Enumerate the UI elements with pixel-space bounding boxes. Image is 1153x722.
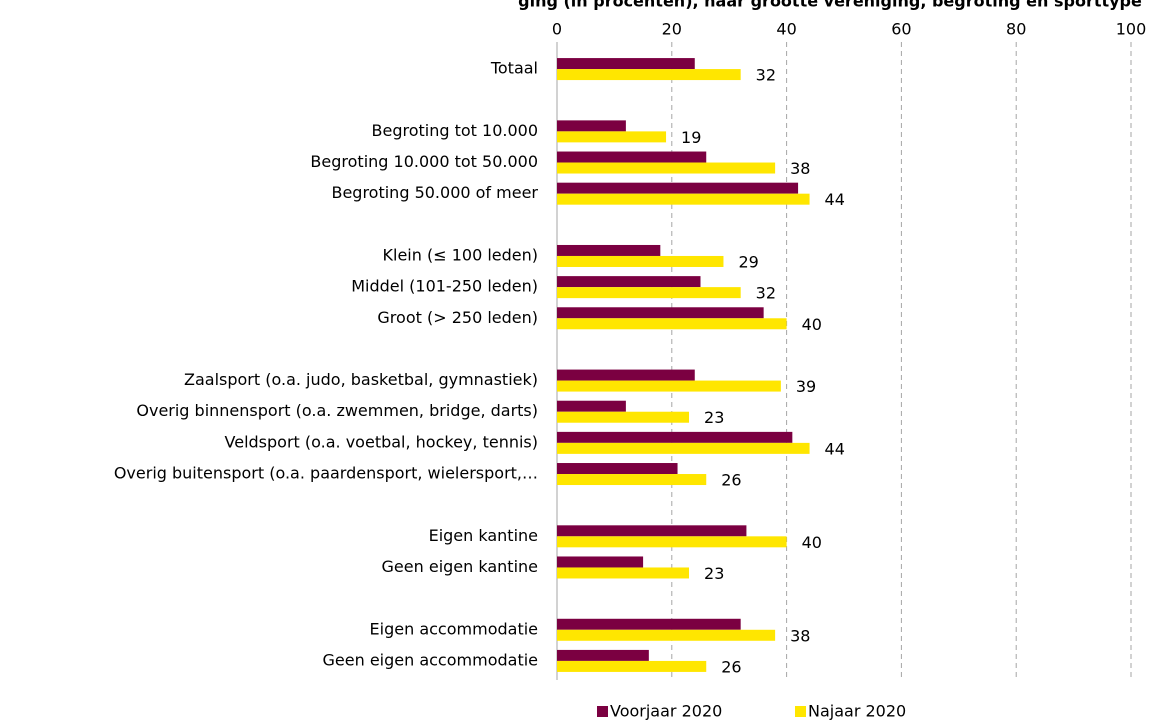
bar — [557, 276, 701, 288]
bar — [557, 649, 649, 661]
value-label: 40 — [802, 315, 822, 334]
y-tick-label: Eigen kantine — [429, 526, 538, 545]
value-label: 32 — [756, 284, 776, 303]
bar — [557, 525, 747, 537]
y-tick-label: Begroting 10.000 tot 50.000 — [310, 152, 538, 171]
y-tick-label: Overig buitensport (o.a. paardensport, w… — [114, 464, 538, 483]
value-label: 23 — [704, 408, 724, 427]
legend-swatch — [597, 706, 608, 717]
x-tick-label: 60 — [891, 20, 911, 39]
bar — [557, 318, 787, 330]
x-tick-label: 80 — [1006, 20, 1026, 39]
bar — [557, 474, 707, 486]
bar — [557, 380, 781, 392]
y-tick-label: Geen eigen kantine — [382, 557, 538, 576]
bar — [557, 58, 695, 70]
value-label: 19 — [681, 128, 701, 147]
y-tick-label: Zaalsport (o.a. judo, basketbal, gymnast… — [184, 370, 538, 389]
bar — [557, 411, 690, 423]
bar — [557, 69, 741, 81]
bar — [557, 660, 707, 672]
bar — [557, 182, 799, 194]
bar — [557, 162, 776, 174]
bar — [557, 287, 741, 299]
legend-label: Voorjaar 2020 — [610, 702, 722, 721]
bar — [557, 629, 776, 641]
legend-label: Najaar 2020 — [808, 702, 906, 721]
bar — [557, 463, 678, 475]
bar — [557, 244, 661, 256]
bar — [557, 536, 787, 548]
value-label: 26 — [721, 657, 741, 676]
legend-swatch — [795, 706, 806, 717]
bar — [557, 442, 810, 454]
value-label: 38 — [790, 159, 810, 178]
y-tick-label: Totaal — [490, 59, 538, 78]
value-label: 26 — [721, 471, 741, 490]
y-tick-label: Overig binnensport (o.a. zwemmen, bridge… — [136, 401, 538, 420]
y-tick-label: Geen eigen accommodatie — [323, 650, 539, 669]
value-label: 40 — [802, 533, 822, 552]
x-tick-label: 40 — [776, 20, 796, 39]
chart-title: ging (in procenten), naar grootte vereni… — [518, 0, 1142, 11]
bar — [557, 618, 741, 630]
y-tick-label: Begroting tot 10.000 — [372, 121, 539, 140]
x-tick-label: 100 — [1116, 20, 1147, 39]
y-tick-label: Eigen accommodatie — [370, 619, 538, 638]
bar — [557, 431, 793, 443]
x-tick-label: 20 — [662, 20, 682, 39]
value-label: 44 — [825, 439, 845, 458]
bar — [557, 120, 626, 132]
y-tick-label: Begroting 50.000 of meer — [331, 183, 538, 202]
value-label: 39 — [796, 377, 816, 396]
bar — [557, 369, 695, 381]
y-tick-label: Groot (> 250 leden) — [377, 308, 538, 327]
bar — [557, 307, 764, 319]
value-label: 44 — [825, 190, 845, 209]
value-label: 29 — [738, 252, 758, 271]
value-label: 38 — [790, 626, 810, 645]
bar — [557, 556, 644, 568]
y-tick-label: Middel (101-250 leden) — [351, 277, 538, 296]
bar — [557, 193, 810, 205]
bar — [557, 255, 724, 267]
bar — [557, 567, 690, 579]
y-tick-label: Veldsport (o.a. voetbal, hockey, tennis) — [225, 432, 538, 451]
x-tick-label: 0 — [552, 20, 562, 39]
value-label: 23 — [704, 564, 724, 583]
bar — [557, 400, 626, 412]
bar — [557, 131, 667, 143]
y-tick-label: Klein (≤ 100 leden) — [383, 245, 538, 264]
value-label: 32 — [756, 66, 776, 85]
bar — [557, 151, 707, 163]
